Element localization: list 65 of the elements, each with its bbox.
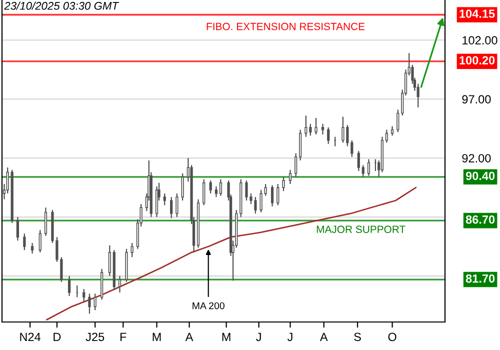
ref-line-label: 86.70: [466, 215, 495, 224]
y-tick-label: 97.00: [462, 95, 491, 104]
annotation: 23/10/2025 03:30 GMT: [4, 2, 120, 10]
candlestick: [94, 293, 96, 311]
candlestick: [118, 275, 122, 294]
candlestick: [282, 176, 285, 192]
candlestick: [88, 293, 91, 314]
x-tick-label: F: [120, 332, 126, 341]
x-tick-label: J: [256, 332, 261, 342]
x-tick-label: O: [388, 332, 396, 342]
x-tick-label: J: [287, 332, 292, 342]
candlestick: [202, 178, 206, 206]
candlestick: [362, 164, 364, 178]
candlestick: [155, 186, 158, 218]
candlestick: [170, 196, 173, 219]
ref-line-label: 100.20: [460, 56, 495, 64]
candlestick: [288, 169, 292, 185]
y-tick-label: 102.00: [462, 36, 498, 44]
ref-line-label: 104.15: [460, 10, 495, 18]
x-tick-label: N24: [20, 332, 41, 341]
candlestick: [385, 129, 388, 144]
candlestick: [314, 117, 318, 136]
candlestick: [44, 207, 48, 236]
candlestick: [108, 244, 111, 277]
candlestick: [130, 242, 134, 258]
candlestick: [350, 140, 354, 158]
candlestick: [270, 184, 274, 207]
ref-line-label: 90.40: [466, 172, 495, 180]
annotation: MA 200: [192, 302, 224, 310]
candlestick: [357, 150, 360, 172]
candlestick: [390, 126, 394, 136]
candlestick: [82, 288, 86, 303]
candlestick: [342, 116, 344, 144]
candlestick: [30, 242, 34, 254]
candlestick: [304, 115, 308, 138]
x-tick-label: A: [185, 332, 194, 341]
x-tick-label: M: [222, 332, 230, 341]
candlestick: [367, 158, 370, 176]
candlestick: [214, 186, 218, 198]
x-tick-label: S: [354, 332, 361, 342]
candlestick: [163, 192, 166, 206]
candlestick: [321, 123, 324, 136]
candlestick: [396, 109, 400, 133]
candlestick: [176, 192, 178, 218]
x-tick-label: A: [320, 332, 328, 341]
x-tick-label: J25: [86, 332, 104, 342]
candlestick: [294, 152, 298, 178]
candlestick: [16, 216, 20, 242]
line-series: [46, 186, 417, 320]
y-tick-label: 92.00: [462, 154, 491, 162]
candlestick: [209, 180, 212, 194]
candlestick: [219, 178, 222, 196]
candlestick: [38, 229, 42, 253]
x-tick-label: D: [54, 332, 61, 341]
x-tick-label: M: [152, 332, 161, 341]
candlestick: [327, 126, 330, 144]
candlestick: [23, 232, 26, 251]
ref-line-label: 81.70: [466, 274, 495, 283]
candlestick: [181, 172, 184, 202]
annotation: MAJOR SUPPORT: [316, 226, 406, 234]
annotation: FIBO. EXTENSION RESISTANCE: [206, 22, 365, 30]
candlestick: [299, 129, 302, 161]
candlestick: [309, 123, 312, 136]
candlestick: [276, 183, 280, 206]
candlestick: [68, 275, 71, 297]
